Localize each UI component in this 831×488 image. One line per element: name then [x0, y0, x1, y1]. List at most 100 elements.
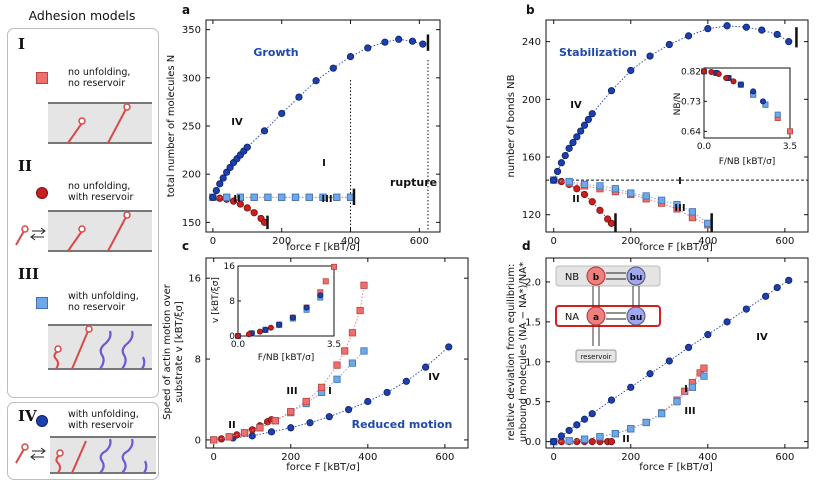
model-ii-desc: no unfolding, with reservoir	[68, 181, 133, 203]
panel-b-series-ii-point-5	[588, 198, 596, 206]
panel-c-series-i-point-3	[256, 424, 264, 432]
panel-a-series-iv-point-12	[278, 109, 286, 118]
panel-b-ytick-label-1: 160	[522, 153, 541, 164]
panel-a-series-iii-point-8	[319, 193, 327, 201]
inset-panel-b-series-iv-point-3	[737, 81, 744, 88]
panel-a-ytick-label-3: 300	[182, 73, 201, 84]
panel-a-series-iii-point-1	[223, 193, 231, 201]
panel-d-series-ii-point-3	[573, 438, 581, 446]
panel-a-series-iv-point-5	[226, 163, 234, 172]
panel-b-series-iv-point-0	[550, 176, 558, 184]
panel-d-ytick-label-3: 1.5	[525, 317, 541, 328]
panel-d-ylabel-line2: unbound molecules (NA − NA*)/NA*	[518, 262, 529, 442]
panel-b-series-i-line	[553, 179, 708, 226]
panel-a-series-iv-point-3	[219, 174, 227, 182]
panel-b-series-iii-point-1	[565, 177, 573, 186]
panel-b: 0 200 400 600120160200240bStabilizationIVII…	[506, 3, 809, 253]
panel-d-series-iii-point-2	[580, 435, 589, 443]
panel-b-xtick-label-1: 200	[621, 236, 640, 247]
panel-c-series-iv-point-4	[287, 424, 295, 432]
panel-d-series-iii-line	[553, 375, 705, 443]
panel-b-series-iii-point-9	[688, 208, 697, 216]
panel-a-ytick-label-0: 150	[182, 218, 201, 229]
model-iv-desc: with unfolding, with reservoir	[68, 409, 139, 431]
panel-c-annotation-reduced-motion: Reduced motion	[352, 418, 453, 431]
panel-a-series-iv-point-0	[209, 193, 217, 201]
inset-panel-c-series-iv-point-2	[262, 326, 269, 333]
panel-c-inset-ytick-label-2: 16	[224, 262, 236, 272]
panel-b-series-iv-point-12	[627, 66, 635, 75]
panel-b-series-iv-point-20	[773, 30, 781, 39]
panel-b-label-i: I	[678, 176, 682, 187]
panel-a-series-iii-point-7	[305, 193, 313, 201]
panel-d-series-iii-point-9	[688, 383, 697, 391]
panel-d-series-iii-point-4	[611, 430, 619, 438]
panel-c-xtick-label-3: 600	[435, 452, 454, 463]
panel-d-series-iv-point-8	[646, 370, 654, 378]
panel-a-series-iv-point-21	[419, 40, 427, 48]
panel-d-series-iv-point-0	[550, 438, 558, 446]
panel-b-series-iv-point-18	[742, 23, 750, 31]
inset-panel-c-series-iv-point-4	[289, 314, 296, 321]
panel-c-inset-frame	[237, 265, 335, 337]
panel-a-series-iv-point-2	[216, 180, 224, 188]
model-i-numeral: I	[18, 35, 26, 53]
inset-panel-b-series-ii-point-2	[715, 71, 722, 78]
panel-c-series-iv-point-8	[364, 397, 372, 406]
panel-a-xlabel: force F [kBT/σ]	[286, 242, 360, 253]
panel-d-series-iv-point-1	[557, 432, 566, 440]
panel-c-ytick-label-0: 0	[195, 435, 201, 446]
panel-b-series-iii-point-8	[673, 200, 681, 209]
panel-b-ytick-label-3: 240	[522, 37, 541, 48]
panel-d-xtick-label-1: 200	[621, 452, 640, 463]
scheme-node-a-label: a	[593, 313, 599, 323]
panel-c-inset-ylabel: v [kBT/ξσ]	[211, 277, 221, 323]
panel-b-series-iv-point-5	[569, 138, 577, 147]
panel-b-label-ii: II	[572, 194, 579, 205]
panel-d-xtick-label-0: 0	[551, 452, 557, 463]
panel-c-ytick-label-1: 8	[195, 355, 201, 366]
panel-c-label-ii: II	[228, 420, 235, 431]
scheme-node-a	[586, 306, 606, 326]
model-ii-desc-line2: with reservoir	[68, 192, 134, 203]
inset-panel-c-series-i-point-8	[330, 263, 337, 270]
panel-b-series-iv-point-15	[684, 32, 693, 40]
panel-b-series-iv-point-19	[758, 26, 766, 34]
inset-panel-b-series-ii-point-3	[723, 75, 730, 82]
panel-c-series-iv-point-10	[402, 377, 410, 385]
panel-a-series-iii-point-5	[278, 193, 286, 201]
panel-b-series-ii-point-3	[573, 185, 581, 193]
model-iii-numeral: III	[18, 265, 40, 283]
panel-c-label-i: I	[328, 386, 332, 397]
panel-c-series-iii-point-10	[360, 347, 368, 355]
panel-d-series-iv-point-11	[704, 331, 712, 339]
panel-d-letter: d	[522, 239, 531, 253]
panel-b-series-iii-point-5	[627, 189, 635, 197]
panel-c-inset-xtick-label-0: 0.0	[231, 340, 246, 350]
panel-d: 0 200 400 6000.00.51.01.52.0dIVIIIIIIrelati…	[506, 239, 809, 473]
panel-a-series-iv-point-17	[364, 44, 372, 52]
panel-b-series-iv-point-10	[588, 110, 596, 118]
panel-d-series-i-point-12	[700, 364, 708, 372]
panel-d-series-iv-point-15	[773, 283, 781, 292]
panel-a-series-iv-point-10	[243, 143, 251, 151]
panel-c-label-iii: III	[286, 386, 297, 397]
panel-b-series-iii-point-7	[657, 196, 666, 204]
panel-a-series-iii-point-3	[250, 193, 258, 201]
panel-d-series-ii-point-5	[588, 438, 596, 446]
panel-b-series-iv-point-17	[723, 22, 731, 30]
panel-d-series-ii-point-8	[607, 438, 616, 446]
panel-d-series-iii-point-3	[596, 433, 604, 441]
scheme-reservoir-label: reservoir	[580, 353, 611, 361]
panel-d-series-iii-point-5	[627, 425, 635, 433]
panel-c-series-iv-point-3	[267, 428, 276, 436]
model-iii-square-marker	[36, 297, 48, 309]
model-i-desc-line2: no reservoir	[68, 78, 126, 89]
panel-d-series-iv-point-9	[665, 357, 673, 365]
model-iv-desc-line1: with unfolding,	[68, 409, 139, 420]
model-iv-desc-line2: with reservoir	[68, 420, 134, 431]
panel-a-series-iv-point-18	[381, 38, 389, 46]
model-ii-desc-line1: no unfolding,	[68, 181, 131, 192]
